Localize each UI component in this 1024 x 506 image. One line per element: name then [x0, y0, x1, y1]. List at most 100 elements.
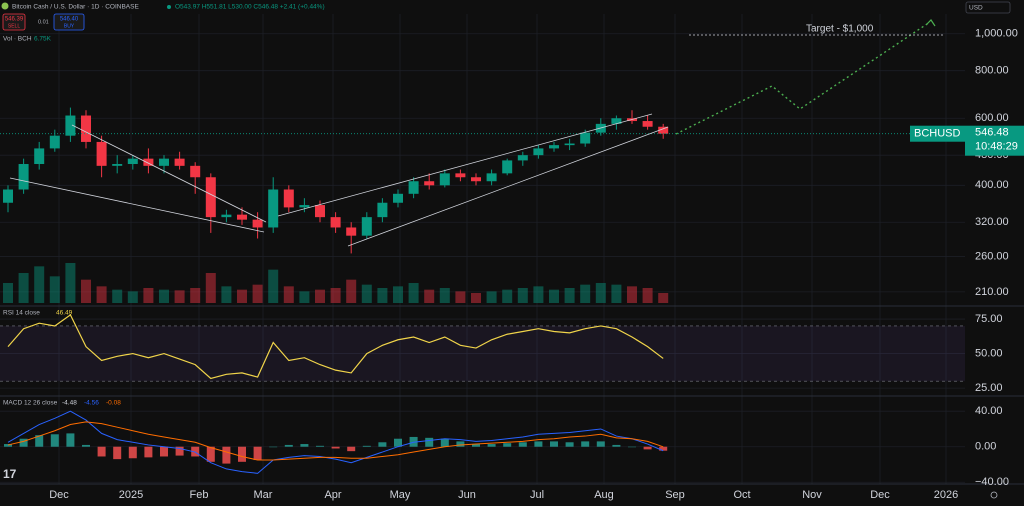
- candle-body: [580, 132, 591, 144]
- x-tick-label: Sep: [665, 489, 685, 501]
- volume-bar: [299, 291, 310, 303]
- volume-bar: [315, 289, 325, 303]
- sell-button[interactable]: [2, 13, 26, 31]
- volume-bar: [174, 290, 185, 303]
- candle-body: [471, 177, 481, 182]
- projection-path: [675, 21, 931, 135]
- candle-body: [611, 118, 622, 124]
- macd-histogram-bar: [456, 441, 465, 447]
- y-tick-label: 320.00: [975, 216, 1009, 228]
- y-tick-label: 75.00: [975, 313, 1003, 325]
- macd-histogram-bar: [581, 441, 590, 447]
- candle-body: [486, 173, 497, 182]
- volume-bar: [34, 266, 45, 303]
- volume-bar: [252, 284, 263, 303]
- volume-bar: [127, 291, 138, 303]
- macd-histogram-bar: [378, 442, 387, 447]
- candle-body: [283, 189, 294, 208]
- candle-body: [49, 135, 60, 149]
- volume-bar: [580, 284, 591, 303]
- x-tick-label: Mar: [254, 489, 273, 501]
- candle-body: [159, 158, 169, 166]
- candle-body: [424, 181, 435, 186]
- volume-bar: [205, 273, 216, 303]
- x-tick-label: Aug: [594, 489, 614, 501]
- volume-bar: [424, 289, 435, 303]
- volume-bar: [627, 286, 637, 303]
- macd-histogram-bar: [518, 442, 527, 447]
- volume-bar: [533, 286, 544, 303]
- macd-histogram-bar: [487, 444, 496, 447]
- volume-bar: [112, 289, 123, 303]
- macd-histogram-bar: [565, 442, 574, 447]
- x-tick-label: 2026: [934, 489, 958, 501]
- candle-body: [143, 158, 154, 166]
- volume-bar: [502, 289, 513, 303]
- macd-histogram-bar: [82, 444, 90, 447]
- candle-body: [205, 177, 216, 218]
- target-label: Target - $1,000: [806, 24, 874, 35]
- tv-logo: 17: [3, 467, 17, 481]
- trend-lines: [9, 113, 669, 247]
- candle-body: [112, 164, 123, 166]
- logo: [1, 2, 9, 10]
- macd-histogram-bar: [97, 446, 106, 457]
- currency-selector[interactable]: [965, 1, 1011, 14]
- macd-line: [7, 410, 664, 474]
- volume-bar: [486, 291, 497, 303]
- volume-bar: [471, 293, 481, 303]
- candle-body: [455, 173, 466, 178]
- ticker-label-box: [910, 125, 965, 142]
- price-label-box: [965, 125, 1024, 156]
- macd-histogram-bar: [628, 446, 636, 448]
- macd-legend: -0.08: [106, 400, 121, 407]
- volume-bar: [346, 279, 357, 303]
- y-tick-label: 600.00: [975, 112, 1009, 124]
- trend-line: [277, 113, 653, 217]
- candle-body: [533, 148, 544, 156]
- x-tick-label: May: [390, 489, 411, 501]
- macd-histogram-bar: [596, 441, 605, 447]
- ticker-label: BCHUSD: [914, 128, 961, 140]
- rsi-title: RSI 14 close: [3, 310, 40, 317]
- sell-price: 546.39: [5, 17, 24, 23]
- candle-body: [237, 214, 247, 220]
- last-price-label: 546.48: [975, 127, 1009, 139]
- x-tick-label: Dec: [870, 489, 890, 501]
- candle-body: [408, 181, 419, 194]
- volume-bar: [408, 283, 419, 303]
- x-tick-label: Apr: [324, 489, 341, 501]
- buy-price: 546.40: [60, 17, 79, 23]
- volume-bar: [49, 276, 60, 303]
- volume-bar: [81, 279, 91, 303]
- volume-last: 6.75K: [34, 36, 52, 43]
- y-tick-label: 210.00: [975, 286, 1009, 298]
- macd-histogram-bar: [331, 446, 340, 449]
- candle-body: [34, 148, 45, 165]
- settings-icon[interactable]: [990, 491, 998, 499]
- rsi-line: [7, 314, 664, 380]
- y-tick-label: 0.00: [975, 441, 996, 453]
- candle-body: [81, 115, 91, 142]
- candle-body: [549, 145, 559, 149]
- candle-body: [439, 173, 450, 186]
- volume-bar: [190, 288, 201, 303]
- candle-body: [252, 219, 263, 228]
- volume-bar: [595, 283, 606, 303]
- symbol: Bitcoin Cash / U.S. Dollar · 1D · COINBA…: [12, 4, 139, 11]
- rsi-last: 46.49: [56, 310, 73, 317]
- y-tick-label: 40.00: [975, 405, 1003, 417]
- trend-line: [71, 124, 267, 223]
- candle-body: [502, 160, 513, 174]
- buy-button[interactable]: [53, 13, 85, 31]
- macd-histogram-bar: [300, 444, 309, 447]
- macd-histogram-bar: [269, 446, 278, 448]
- macd-title: MACD 12 26 close: [3, 400, 58, 407]
- macd-histogram-bar: [4, 444, 12, 447]
- macd-histogram-bar: [50, 434, 59, 447]
- candle-body: [658, 126, 669, 134]
- volume-bar: [268, 269, 279, 303]
- volume-bar: [237, 289, 247, 303]
